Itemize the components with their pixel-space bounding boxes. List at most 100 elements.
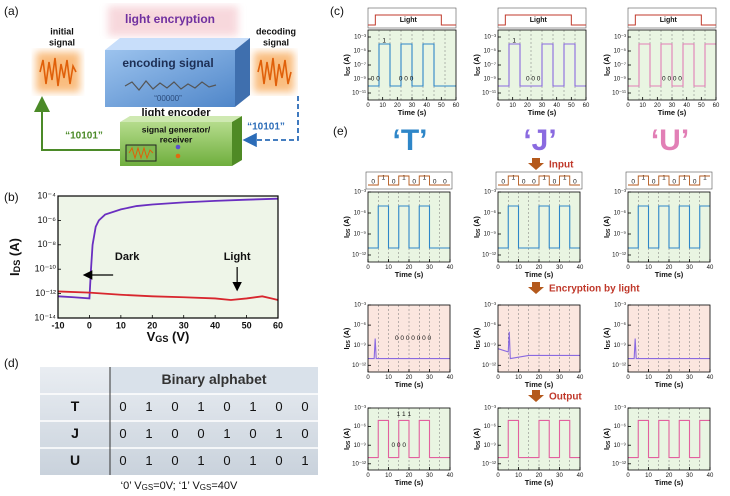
bit-cell: 1 [249,453,256,468]
x-axis-label: VGS (V) [147,329,190,344]
x-tick-label: 10 [509,103,516,109]
subscript: GS [200,483,212,492]
y-tick-label: 10⁻⁹ [484,342,497,349]
down-arrow [528,282,544,294]
subscript: DS [476,340,482,348]
y-tick-label: 10⁻³ [484,190,496,196]
subscript: DS [606,66,612,74]
label-part: (V) [168,329,189,344]
light-frame [497,7,587,29]
y-tick-label: 10⁻³ [484,303,496,309]
label-part: I [342,74,351,76]
x-tick-label: 0 [366,265,370,271]
bit-label: 1 [683,175,687,182]
data-line [368,419,450,459]
annotation: 0 0 0 [399,76,414,83]
bit-label: 0 [501,179,505,186]
x-tick-label: 10 [645,473,652,479]
x-tick-label: 60 [453,103,460,109]
down-arrow [528,158,544,170]
subscript: DS [606,340,612,348]
bit-cell: 0 [171,453,178,468]
y-tick-label: 10⁻³ [354,35,366,41]
x-tick-label: 60 [273,320,283,330]
x-tick-label: 30 [556,473,563,479]
y-tick-label: 10⁻¹² [612,461,626,467]
x-tick-label: 20 [666,473,673,479]
bit-wave [498,175,580,186]
y-tick-label: 10⁻³ [354,406,366,412]
x-tick-label: 0 [366,103,370,109]
light-step [368,14,456,26]
decoding-signal [257,57,292,87]
label-part: (A) [472,428,481,441]
label-part: I [472,74,481,76]
subscript: DS [606,440,612,448]
light-step [498,14,586,26]
x-tick-label: 10 [515,375,522,381]
x-tick-label: 30 [556,265,563,271]
light-frame [627,7,717,29]
y-tick-label: 10⁻³ [354,303,366,309]
label-part: V [147,329,156,344]
y-tick-label: 10⁻⁶ [614,322,627,329]
y-tick-label: 10⁻³ [614,190,626,196]
x-tick-label: 10 [385,473,392,479]
x-tick-label: 0 [626,375,630,381]
data-line [628,205,710,249]
y-tick-label: 10⁻⁶ [484,210,497,217]
y-tick-label: 10⁻¹² [612,363,626,369]
box-top [120,116,242,122]
x-axis-label: Time (s) [395,270,424,279]
bit-label: 0 [672,179,676,186]
chip-wave [128,146,154,160]
label: “00000” [154,94,182,103]
label: “10101” [65,131,103,142]
label-part: I [472,448,481,450]
label: light encoder [141,107,211,119]
x-axis-label: Time (s) [655,380,684,389]
x-tick-label: 30 [426,265,433,271]
x-tick-label: 0 [366,375,370,381]
box-top [105,38,250,50]
label-part: (A) [472,216,481,229]
y-tick-label: 10⁻³ [614,35,626,41]
y-tick-label: 10⁻¹² [482,253,496,259]
box-side [232,116,242,166]
bit-cell: 1 [145,426,152,441]
subscript: DS [346,66,352,74]
label-part: (A) [602,54,611,67]
letter: ‘U’ [651,124,689,157]
y-tick-label: 10⁻⁷ [614,62,626,69]
bit-cell: 0 [197,426,204,441]
bit-label: 0 [693,179,697,186]
label-part: (A) [342,54,351,67]
y-tick-label: 10⁻⁹ [354,342,367,349]
x-tick-label: 20 [147,320,157,330]
y-tick-label: 10⁻⁶ [354,210,367,217]
label-part: I [602,236,611,238]
bit-label: 0 [652,179,656,186]
annotation: Light [224,251,251,263]
bit-cell: 1 [301,453,308,468]
bit-label: 1 [703,175,707,182]
x-tick-label: 60 [713,103,720,109]
label-part: I [342,448,351,450]
arrow [34,96,120,151]
x-tick-label: 10 [645,265,652,271]
x-axis-label: Time (s) [525,380,554,389]
light-label: Light [660,17,678,24]
y-axis-label: IDS (A) [472,54,482,76]
x-tick-label: 50 [242,320,252,330]
label: signal [263,37,289,47]
label-part: (A) [602,216,611,229]
y-tick-label: 10⁻⁸ [37,239,56,249]
y-axis-label: IDS (A) [472,216,482,238]
x-tick-label: 40 [683,103,690,109]
encoded-wave [124,80,217,91]
annotation: 0 0 0 [392,442,407,449]
x-tick-label: 10 [116,320,126,330]
x-tick-label: 30 [686,473,693,479]
label-part: (A) [342,216,351,229]
